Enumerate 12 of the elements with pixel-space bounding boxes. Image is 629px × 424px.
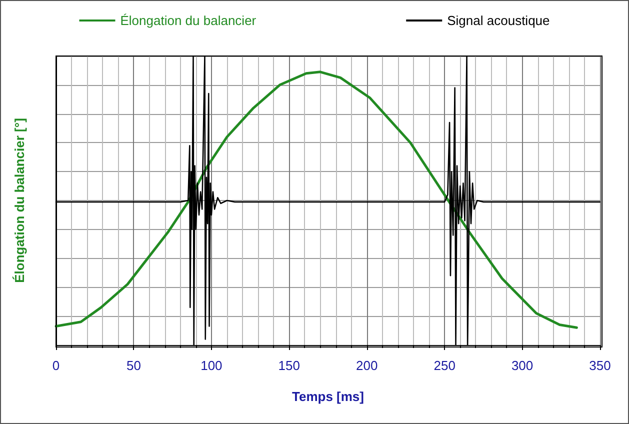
legend-label: Signal acoustique <box>447 13 550 28</box>
x-tick-label: 0 <box>52 358 60 373</box>
x-tick-label: 150 <box>278 358 300 373</box>
x-tick-label: 350 <box>589 358 611 373</box>
x-tick-label: 50 <box>126 358 141 373</box>
legend-label: Élongation du balancier <box>120 13 257 28</box>
x-axis-title: Temps [ms] <box>292 389 364 404</box>
x-tick-label: 250 <box>434 358 456 373</box>
x-tick-label: 300 <box>511 358 534 373</box>
y-axis-title: Élongation du balancier [°] <box>12 118 27 283</box>
x-tick-label: 100 <box>200 358 222 373</box>
x-tick-label: 200 <box>356 358 378 373</box>
